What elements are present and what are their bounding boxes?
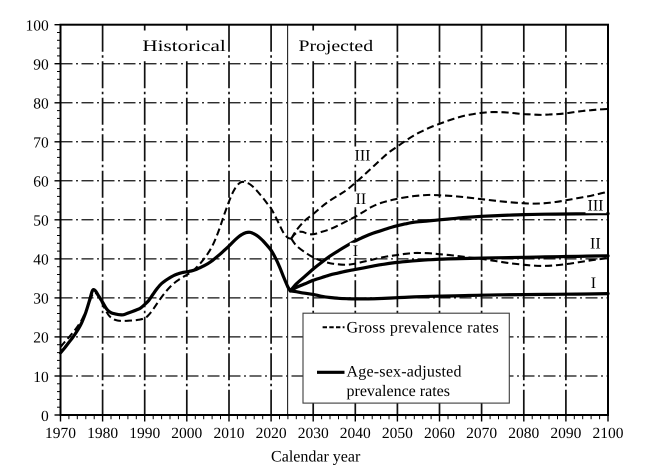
svg-text:III: III bbox=[588, 198, 604, 215]
svg-text:Age-sex-adjusted: Age-sex-adjusted bbox=[347, 363, 462, 380]
svg-text:2100: 2100 bbox=[593, 425, 624, 442]
svg-text:2030: 2030 bbox=[298, 425, 329, 442]
svg-text:100: 100 bbox=[25, 18, 49, 35]
svg-text:2050: 2050 bbox=[382, 425, 413, 442]
svg-text:1970: 1970 bbox=[45, 425, 76, 442]
svg-text:2060: 2060 bbox=[424, 425, 455, 442]
svg-text:2040: 2040 bbox=[340, 425, 371, 442]
svg-text:I: I bbox=[353, 243, 358, 260]
svg-text:2070: 2070 bbox=[466, 425, 497, 442]
svg-text:Historical: Historical bbox=[142, 38, 226, 55]
svg-text:50: 50 bbox=[33, 213, 49, 230]
svg-text:2090: 2090 bbox=[550, 425, 581, 442]
svg-text:60: 60 bbox=[33, 174, 49, 191]
svg-text:2010: 2010 bbox=[214, 425, 245, 442]
svg-text:Calendar year: Calendar year bbox=[271, 449, 361, 466]
svg-text:1980: 1980 bbox=[87, 425, 118, 442]
svg-text:prevalence rates: prevalence rates bbox=[347, 383, 450, 400]
svg-text:10: 10 bbox=[33, 369, 49, 386]
svg-text:II: II bbox=[356, 191, 367, 208]
svg-text:II: II bbox=[590, 236, 601, 253]
svg-text:I: I bbox=[591, 275, 596, 292]
svg-text:Gross prevalence rates: Gross prevalence rates bbox=[347, 319, 500, 336]
svg-text:III: III bbox=[355, 148, 371, 165]
svg-text:2000: 2000 bbox=[171, 425, 202, 442]
svg-text:0: 0 bbox=[41, 408, 49, 425]
svg-text:90: 90 bbox=[33, 57, 49, 74]
svg-text:1990: 1990 bbox=[129, 425, 160, 442]
svg-text:Projected: Projected bbox=[299, 38, 374, 55]
svg-text:2020: 2020 bbox=[256, 425, 287, 442]
svg-text:40: 40 bbox=[33, 252, 49, 269]
svg-text:70: 70 bbox=[33, 135, 49, 152]
svg-text:80: 80 bbox=[33, 96, 49, 113]
svg-text:20: 20 bbox=[33, 330, 49, 347]
svg-text:2080: 2080 bbox=[508, 425, 539, 442]
svg-text:30: 30 bbox=[33, 291, 49, 308]
